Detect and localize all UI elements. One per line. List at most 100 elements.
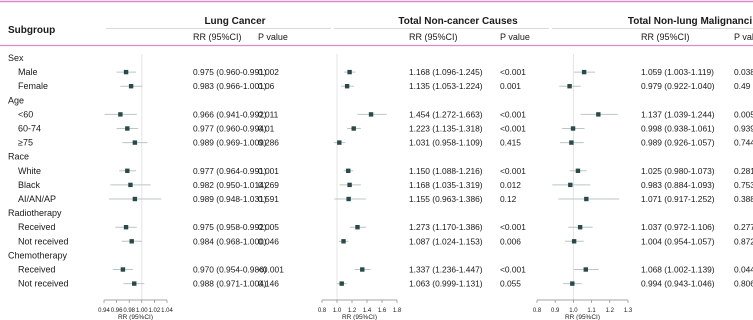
- point-estimate-marker: [568, 182, 573, 188]
- p-value: 0.005: [734, 109, 753, 119]
- point-estimate-marker: [118, 112, 123, 117]
- point-estimate-marker: [120, 267, 126, 272]
- p-value: <0.001: [500, 166, 526, 176]
- p-value: 0.281: [734, 166, 753, 176]
- rr-ci-value: 1.037 (0.972-1.106): [641, 222, 715, 232]
- point-estimate-marker: [351, 126, 356, 131]
- rr-ci-value: 0.989 (0.926-1.057): [641, 138, 715, 148]
- subgroup-row-label: White: [18, 166, 41, 176]
- p-value: 0.388: [734, 194, 753, 204]
- rr-ci-value: 1.150 (1.088-1.216): [409, 166, 483, 176]
- point-estimate-marker: [571, 239, 577, 244]
- p-value: 0.939: [734, 124, 753, 134]
- p-value: <0.001: [258, 265, 284, 275]
- p-value: 0.806: [734, 279, 753, 289]
- point-estimate-marker: [341, 239, 346, 244]
- point-estimate-marker: [581, 69, 587, 75]
- subgroup-row-label: AI/AN/AP: [18, 194, 56, 204]
- rr-ci-value: 1.068 (1.002-1.139): [641, 265, 715, 275]
- point-estimate-marker: [344, 84, 350, 89]
- rr-ci-value: 0.989 (0.969-1.009): [193, 138, 267, 148]
- x-tick-label: 0.98: [123, 308, 135, 314]
- rr-ci-value: 0.979 (0.922-1.040): [641, 81, 715, 91]
- point-estimate-marker: [346, 168, 351, 173]
- x-tick-label: 1.6: [378, 308, 387, 314]
- rr-ci-value: 1.454 (1.272-1.663): [409, 109, 483, 119]
- x-tick-label: 1.0: [333, 308, 342, 314]
- point-estimate-marker: [584, 196, 589, 202]
- panel-title: Lung Cancer: [204, 16, 265, 27]
- x-tick-label: 1.04: [161, 308, 173, 314]
- subgroup-category-label: Race: [8, 152, 29, 162]
- point-estimate-marker: [346, 196, 351, 202]
- p-value: 0.006: [500, 236, 521, 246]
- rr-ci-value: 1.168 (1.035-1.319): [409, 180, 483, 190]
- x-tick-label: 1.2: [348, 308, 357, 314]
- x-tick-label: 1.3: [624, 308, 633, 314]
- point-estimate-marker: [570, 281, 575, 286]
- point-estimate-marker: [132, 140, 138, 145]
- point-estimate-marker: [123, 69, 129, 75]
- p-value: 0.001: [500, 81, 521, 91]
- subgroup-category-label: Chemotherapy: [8, 250, 68, 260]
- x-tick-label: 1.4: [363, 308, 372, 314]
- subgroup-row-label: ≥75: [18, 138, 33, 148]
- x-tick-label: 1.00: [136, 308, 148, 314]
- p-value: 0.146: [258, 279, 279, 289]
- point-estimate-marker: [347, 182, 352, 188]
- p-value: 0.753: [734, 180, 753, 190]
- p-value: 0.011: [258, 109, 279, 119]
- point-estimate-marker: [575, 168, 581, 173]
- rr-ci-value: 1.137 (1.039-1.244): [641, 109, 715, 119]
- point-estimate-marker: [583, 267, 588, 272]
- rr-ci-value: 0.988 (0.971-1.004): [193, 279, 267, 289]
- x-tick-label: 1.1: [587, 308, 596, 314]
- p-value: 0.044: [734, 265, 753, 275]
- point-estimate-marker: [567, 84, 572, 89]
- panel-title: Total Non-lung Malignanci: [628, 16, 752, 27]
- subgroup-row-label: Received: [18, 222, 56, 232]
- rr-ci-value: 1.025 (0.980-1.073): [641, 166, 715, 176]
- point-estimate-marker: [128, 84, 134, 89]
- p-value: <0.001: [500, 67, 526, 77]
- rr-ci-value: 1.273 (1.170-1.386): [409, 222, 483, 232]
- column-header-rr: RR (95%CI): [409, 32, 458, 42]
- x-tick-label: 0.8: [318, 308, 327, 314]
- p-value: 0.12: [500, 194, 517, 204]
- point-estimate-marker: [577, 225, 583, 230]
- subgroup-row-label: Received: [18, 265, 56, 275]
- p-value: 0.286: [258, 138, 279, 148]
- p-value: <0.001: [500, 265, 526, 275]
- p-value: 0.038: [734, 67, 753, 77]
- p-value: 0.002: [258, 67, 279, 77]
- column-header-p: P value: [258, 32, 288, 42]
- point-estimate-marker: [128, 182, 133, 188]
- rr-ci-value: 1.063 (0.999-1.131): [409, 279, 483, 289]
- rr-ci-value: 1.135 (1.053-1.224): [409, 81, 483, 91]
- p-value: 0.055: [500, 279, 521, 289]
- rr-ci-value: 1.059 (1.003-1.119): [641, 67, 714, 77]
- p-value: 0.06: [258, 81, 275, 91]
- rr-ci-value: 0.966 (0.941-0.992): [193, 109, 267, 119]
- subgroup-category-label: Sex: [8, 53, 24, 63]
- x-axis-title: RR (95%CI): [342, 314, 377, 320]
- column-header-rr: RR (95%CI): [641, 32, 690, 42]
- subgroup-row-label: Not received: [18, 236, 69, 246]
- x-axis-title: RR (95%CI): [565, 314, 600, 320]
- rr-ci-value: 0.994 (0.943-1.046): [641, 279, 715, 289]
- rr-ci-value: 1.004 (0.954-1.057): [641, 236, 715, 246]
- subgroup-header: Subgroup: [8, 25, 55, 36]
- subgroup-category-label: Radiotherapy: [8, 208, 62, 218]
- x-tick-label: 0.96: [111, 308, 123, 314]
- p-value: 0.012: [500, 180, 521, 190]
- point-estimate-marker: [339, 281, 344, 286]
- rr-ci-value: 0.982 (0.950-1.014): [193, 180, 267, 190]
- p-value: 0.49: [734, 81, 751, 91]
- point-estimate-marker: [360, 267, 365, 272]
- rr-ci-value: 1.168 (1.096-1.245): [409, 67, 483, 77]
- rr-ci-value: 0.977 (0.960-0.994): [193, 124, 267, 134]
- x-tick-label: 1.0: [569, 308, 578, 314]
- rr-ci-value: 0.975 (0.958-0.992): [193, 222, 267, 232]
- p-value: 0.046: [258, 236, 279, 246]
